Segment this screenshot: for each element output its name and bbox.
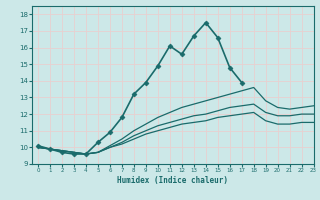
X-axis label: Humidex (Indice chaleur): Humidex (Indice chaleur) bbox=[117, 176, 228, 185]
